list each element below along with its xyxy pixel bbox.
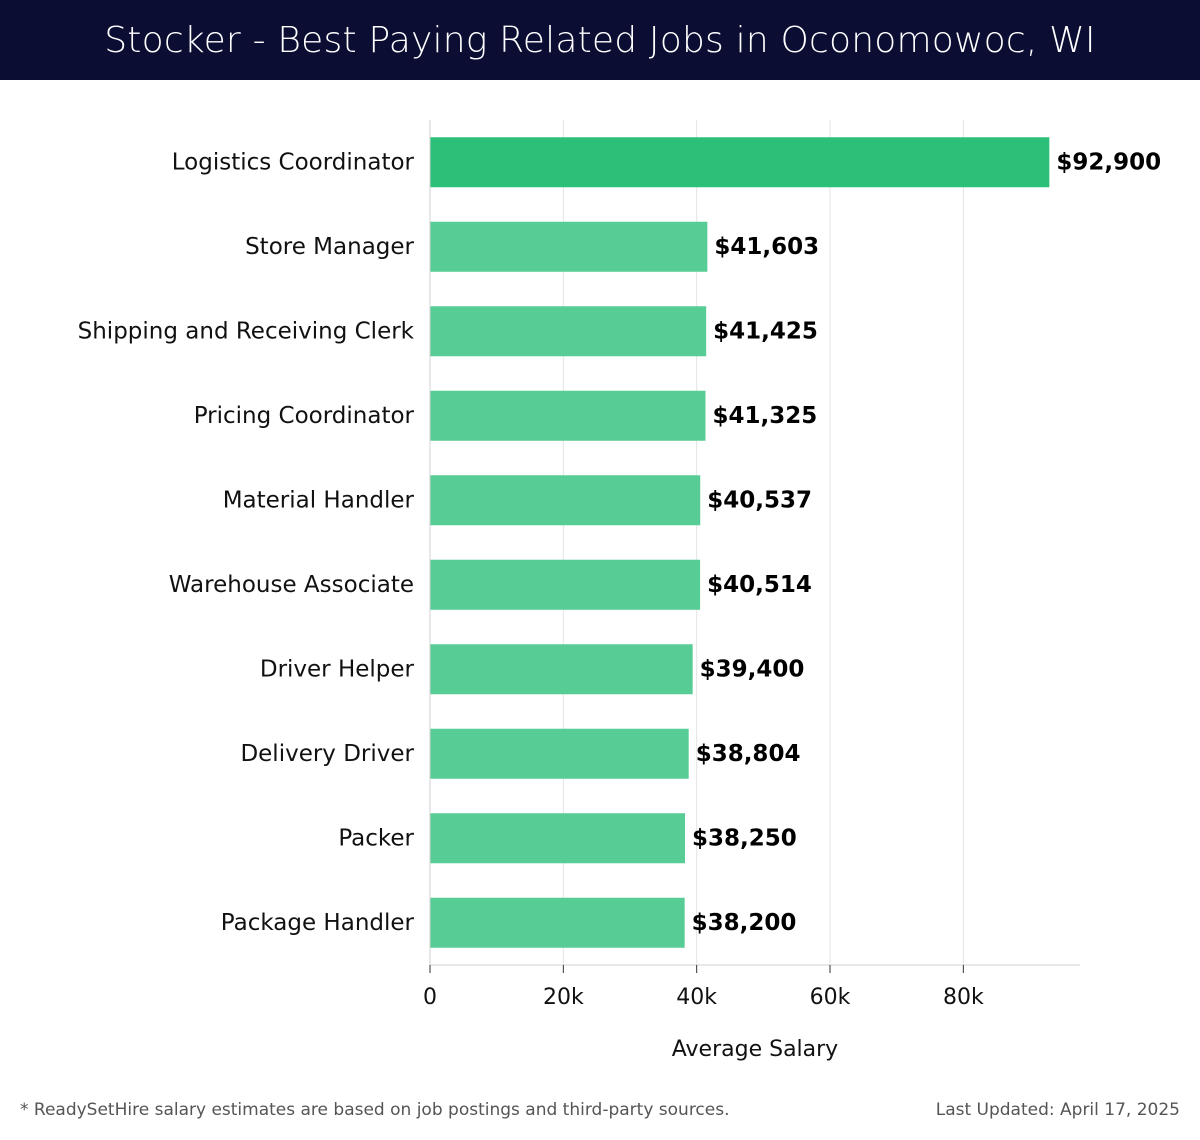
category-label: Package Handler xyxy=(221,910,415,936)
value-label: $40,514 xyxy=(707,572,812,598)
category-label: Store Manager xyxy=(245,234,414,260)
x-tick-label: 60k xyxy=(810,985,851,1010)
bar xyxy=(430,390,706,441)
salary-bar-chart: Logistics Coordinator $92,900 Store Manage… xyxy=(78,120,1161,1062)
bar xyxy=(430,559,701,610)
category-label: Warehouse Associate xyxy=(169,572,414,598)
value-label: $38,200 xyxy=(692,910,797,936)
x-tick-label: 0 xyxy=(423,985,437,1010)
bar xyxy=(430,644,693,695)
category-label: Logistics Coordinator xyxy=(172,149,415,175)
category-label: Shipping and Receiving Clerk xyxy=(78,318,415,344)
value-label: $41,603 xyxy=(714,234,819,260)
bars-layer xyxy=(430,137,1050,948)
chart-title: Stocker - Best Paying Related Jobs in Oc… xyxy=(104,19,1096,61)
value-label: $38,250 xyxy=(692,825,797,851)
value-label: $92,900 xyxy=(1056,149,1161,175)
footer-note: * ReadySetHire salary estimates are base… xyxy=(20,1100,730,1120)
bar xyxy=(430,897,685,948)
category-label: Material Handler xyxy=(223,487,415,513)
bar xyxy=(430,813,685,864)
category-label: Pricing Coordinator xyxy=(194,403,415,429)
category-label: Packer xyxy=(338,825,414,851)
category-label: Delivery Driver xyxy=(240,741,414,767)
x-tick-label: 80k xyxy=(943,985,984,1010)
x-tick-label: 40k xyxy=(676,985,717,1010)
bar xyxy=(430,221,708,272)
value-label: $40,537 xyxy=(707,487,812,513)
value-label: $41,425 xyxy=(713,318,818,344)
bar xyxy=(430,728,689,779)
labels-layer: Logistics Coordinator $92,900 Store Manage… xyxy=(78,149,1161,936)
value-label: $38,804 xyxy=(696,741,801,767)
value-label: $39,400 xyxy=(700,656,805,682)
x-axis-title: Average Salary xyxy=(672,1037,838,1062)
category-label: Driver Helper xyxy=(260,656,415,682)
bar xyxy=(430,137,1050,188)
value-label: $41,325 xyxy=(713,403,818,429)
axis-layer: 0 20k 40k 60k 80k Average Salary xyxy=(423,120,1080,1062)
bar xyxy=(430,475,701,526)
bar xyxy=(430,306,707,357)
title-bar: Stocker - Best Paying Related Jobs in Oc… xyxy=(0,0,1200,80)
last-updated: Last Updated: April 17, 2025 xyxy=(935,1100,1180,1120)
x-tick-label: 20k xyxy=(543,985,584,1010)
